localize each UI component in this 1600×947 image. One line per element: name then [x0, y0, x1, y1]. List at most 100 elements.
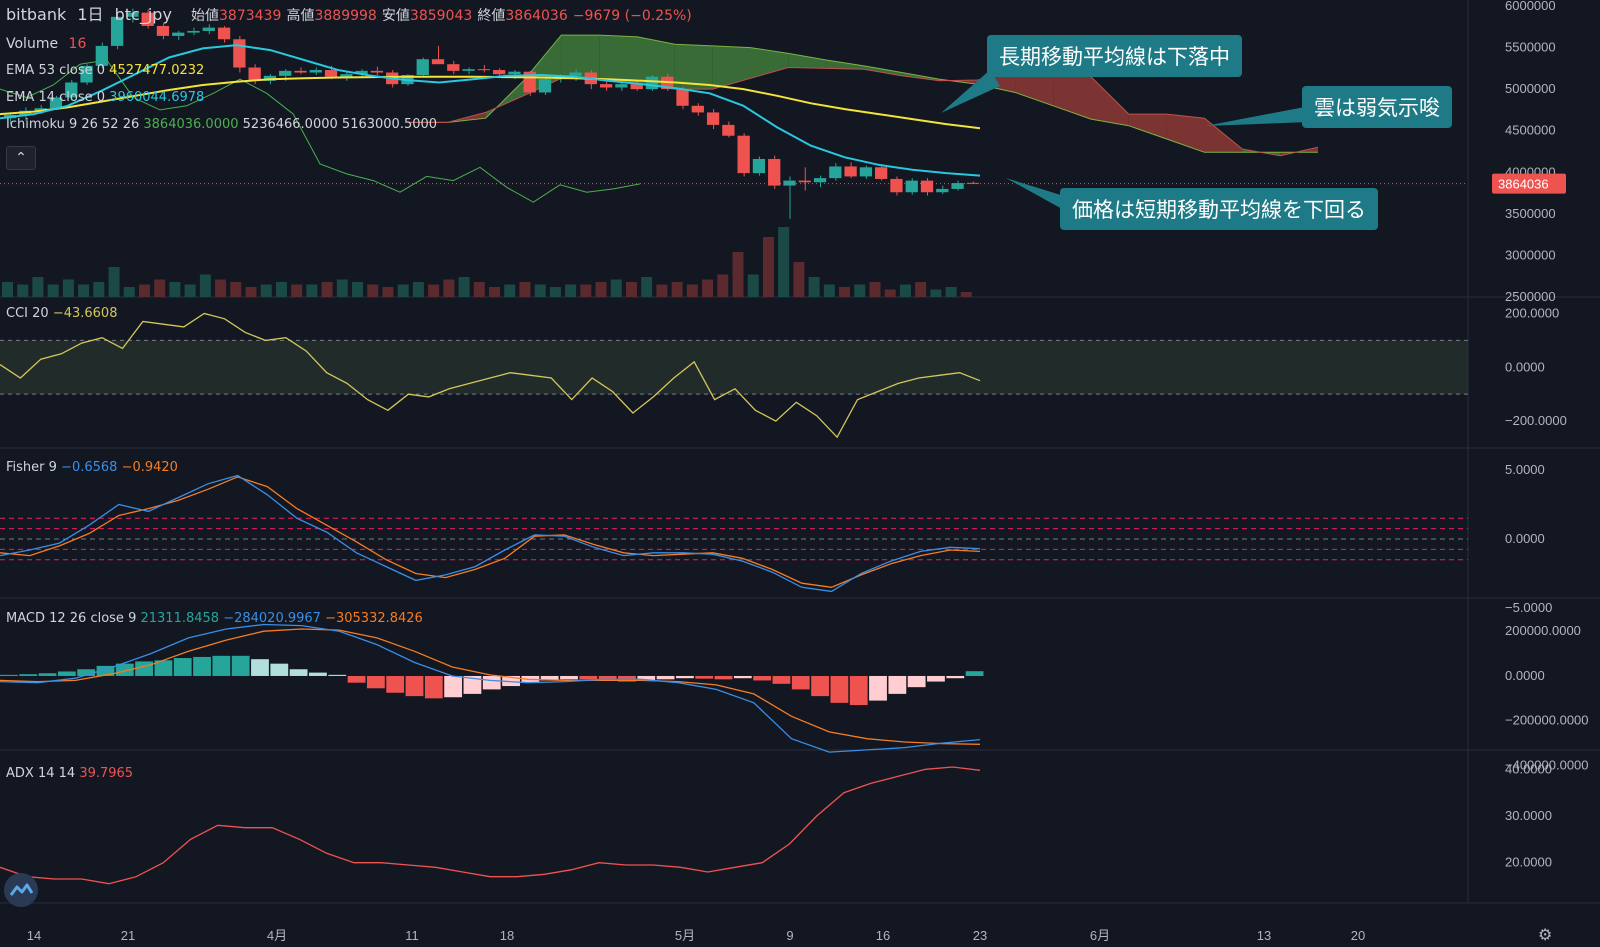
candle-body — [294, 70, 307, 73]
volume-bar — [47, 284, 59, 297]
ichimoku-cloud-segment — [712, 45, 751, 90]
legend-adx[interactable]: ADX 14 14 39.7965 — [6, 766, 133, 782]
volume-bar — [565, 284, 577, 297]
y-tick-label-price: 4500000 — [1505, 123, 1556, 138]
volume-bar — [839, 287, 851, 297]
collapse-legend-button[interactable]: ⌃ — [6, 146, 36, 170]
last-price-tag — [1492, 173, 1566, 194]
legend-macd[interactable]: MACD 12 26 close 9 21311.8458 −284020.99… — [6, 611, 423, 627]
macd-line — [0, 623, 981, 753]
y-tick-label-macd: −200000.0000 — [1505, 713, 1589, 728]
header-legend: bitbank 1日 btc_jpy 始値3873439 高値3889998 安… — [6, 5, 692, 26]
macd-histogram-bar — [289, 669, 308, 676]
y-tick-label-fisher: 5.0000 — [1505, 462, 1545, 477]
macd-histogram-bar — [637, 675, 656, 681]
ichimoku-cloud-segment — [599, 35, 637, 84]
macd-histogram-bar — [212, 655, 231, 676]
legend-ema53-value: 4527477.0232 — [109, 63, 205, 78]
volume-bar — [930, 289, 942, 297]
macd-histogram-bar — [869, 675, 887, 701]
volume-bar — [960, 292, 972, 297]
callout-short-ma-pointer — [1006, 178, 1064, 210]
volume-bar — [473, 282, 485, 297]
macd-histogram-bar — [19, 674, 38, 676]
volume-bar — [823, 284, 835, 297]
candle-body — [630, 84, 643, 90]
macd-histogram-bar — [309, 672, 327, 676]
gear-icon[interactable]: ⚙ — [1538, 925, 1553, 944]
volume-bar — [17, 284, 29, 297]
symbol-name[interactable]: bitbank — [6, 5, 67, 24]
y-tick-label-cci: 200.0000 — [1505, 305, 1559, 320]
legend-ema14[interactable]: EMA 14 close 0 3960044.6978 — [6, 90, 204, 106]
fisher-line — [0, 474, 981, 593]
volume-bar — [275, 282, 287, 297]
candle-body — [172, 32, 185, 36]
legend-fisher[interactable]: Fisher 9 −0.6568 −0.9420 — [6, 460, 178, 476]
macd-histogram-bar — [811, 675, 829, 697]
candle-body — [875, 167, 888, 179]
legend-ichimoku[interactable]: Ichimoku 9 26 52 26 3864036.0000 5236466… — [6, 117, 437, 133]
x-tick-label: 4月 — [267, 928, 287, 943]
legend-ema14-label: EMA 14 close 0 — [6, 90, 106, 105]
candle-body — [279, 70, 292, 76]
legend-cci-value: −43.6608 — [52, 306, 118, 321]
legend-cci[interactable]: CCI 20 −43.6608 — [6, 306, 117, 322]
legend-macd-label: MACD 12 26 close 9 — [6, 611, 137, 626]
x-tick-label: 16 — [876, 928, 890, 943]
volume-bar — [808, 277, 820, 297]
candle-body — [431, 59, 445, 65]
legend-macd-v3: −305332.8426 — [325, 611, 423, 626]
ichimoku-cloud-segment — [750, 47, 789, 79]
candle-body — [951, 183, 964, 189]
ichimoku-cloud-segment — [561, 35, 600, 79]
legend-volume[interactable]: Volume 16 — [6, 36, 86, 52]
legend-ema53[interactable]: EMA 53 close 0 4527477.0232 — [6, 63, 204, 79]
legend-macd-v1: 21311.8458 — [140, 611, 220, 626]
chevron-up-icon: ⌃ — [15, 150, 27, 166]
ichimoku-cloud-segment — [1166, 114, 1205, 153]
x-tick-label: 11 — [405, 928, 419, 943]
interval-label[interactable]: 1日 — [77, 5, 104, 24]
volume-bar — [884, 289, 896, 297]
legend-adx-value: 39.7965 — [79, 766, 134, 781]
candle-body — [156, 25, 170, 36]
callout-long-ma: 長期移動平均線は下落中 — [987, 35, 1242, 77]
candle-body — [233, 39, 246, 68]
volume-bar — [123, 287, 135, 297]
volume-bar — [519, 282, 531, 297]
macd-histogram-bar — [193, 656, 211, 676]
macd-histogram-bar — [772, 675, 791, 684]
macd-histogram-bar — [965, 671, 984, 676]
ichimoku-cloud-segment — [637, 36, 675, 90]
legend-ichimoku-v1: 3864036.0000 — [143, 117, 239, 132]
volume-bar — [717, 274, 729, 297]
candle-body — [202, 27, 215, 31]
y-tick-label-adx: 30.0000 — [1505, 808, 1552, 823]
legend-ema53-label: EMA 53 close 0 — [6, 63, 106, 78]
candle-body — [844, 166, 857, 177]
macd-histogram-bar — [115, 663, 134, 676]
ichimoku-cloud-segment — [826, 60, 864, 70]
x-tick-label: 18 — [500, 928, 514, 943]
candle-body — [49, 97, 63, 109]
macd-histogram-bar — [173, 658, 192, 676]
cci-line — [0, 312, 981, 439]
x-tick-label: 20 — [1351, 928, 1365, 943]
candle-body — [645, 76, 659, 90]
candle-body — [110, 16, 124, 46]
volume-bar — [762, 237, 774, 297]
candle-body — [538, 79, 552, 93]
macd-histogram-bar — [231, 655, 250, 676]
volume-bar — [732, 252, 744, 297]
volume-bar — [686, 284, 698, 297]
macd-histogram-bar — [38, 673, 57, 676]
volume-bar — [78, 284, 90, 297]
callout-short-ma: 価格は短期移動平均線を下回る — [1060, 188, 1378, 230]
tradingview-logo-icon[interactable] — [4, 873, 38, 907]
volume-bar — [610, 279, 622, 297]
volume-bar — [412, 282, 424, 297]
macd-histogram-bar — [753, 675, 772, 681]
candle-body — [737, 135, 750, 174]
